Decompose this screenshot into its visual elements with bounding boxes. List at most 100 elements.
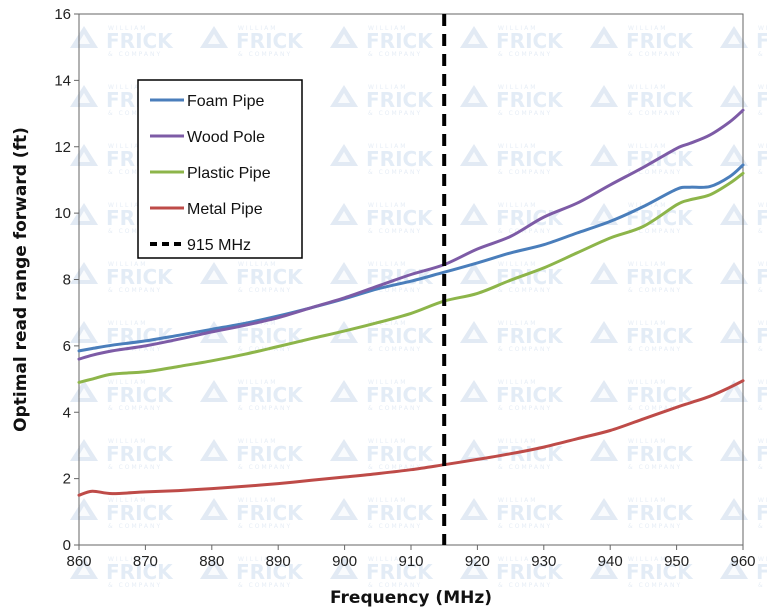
watermark-small-text: & COMPANY	[108, 228, 162, 235]
watermark-text: FRICK	[496, 383, 564, 407]
y-tick-label: 4	[63, 404, 71, 421]
watermark-logo-icon	[468, 565, 480, 575]
watermark-text: FRICK	[366, 324, 434, 348]
watermark-small-text: & COMPANY	[108, 110, 162, 117]
watermark-text: FRICK	[236, 29, 304, 53]
x-tick-label: 960	[730, 553, 755, 570]
watermark-logo-icon	[468, 506, 480, 516]
watermark-logo-icon	[208, 270, 220, 280]
watermark-small-text: WILLIAM	[498, 556, 537, 563]
series-line-metal-pipe	[77, 379, 745, 497]
watermark-logo-icon	[78, 329, 90, 339]
watermark-logo-icon	[598, 388, 610, 398]
watermark-small-text: & COMPANY	[498, 110, 552, 117]
series-line-foam-pipe	[77, 163, 745, 353]
watermark-logo-icon	[338, 93, 350, 103]
watermark-small-text: WILLIAM	[628, 320, 667, 327]
watermark-small-text: WILLIAM	[368, 556, 407, 563]
watermark-small-text: WILLIAM	[108, 379, 147, 386]
watermark-small-text: & COMPANY	[368, 51, 422, 58]
watermark-text: FRICK	[496, 560, 564, 584]
watermark-logo-icon	[208, 34, 220, 44]
watermark-small-text: & COMPANY	[368, 582, 422, 589]
watermark-small-text: & COMPANY	[498, 464, 552, 471]
watermark-small-text: WILLIAM	[108, 25, 147, 32]
watermark-logo-icon	[338, 388, 350, 398]
watermark-text: FRICK	[366, 501, 434, 525]
x-tick-label: 890	[266, 553, 291, 570]
watermark-small-text: & COMPANY	[628, 169, 682, 176]
watermark-logo-icon	[78, 506, 90, 516]
watermark-logo-icon	[728, 93, 740, 103]
watermark-small-text: WILLIAM	[758, 261, 767, 268]
x-tick-label: 880	[199, 553, 224, 570]
watermark-logo-icon	[338, 447, 350, 457]
watermark-text: FRICK	[236, 265, 304, 289]
watermark-small-text: WILLIAM	[368, 379, 407, 386]
watermark-small-text: WILLIAM	[498, 143, 537, 150]
legend-label: Plastic Pipe	[187, 165, 271, 182]
watermark-small-text: WILLIAM	[498, 438, 537, 445]
x-tick-label: 920	[465, 553, 490, 570]
watermark-small-text: & COMPANY	[498, 287, 552, 294]
watermark-small-text: & COMPANY	[108, 51, 162, 58]
watermark-logo-icon	[208, 388, 220, 398]
watermark-text: FRICK	[756, 560, 767, 584]
watermark-text: FRICK	[626, 442, 694, 466]
watermark-small-text: & COMPANY	[238, 51, 292, 58]
watermark-logo-icon	[208, 447, 220, 457]
watermark-logo-icon	[78, 34, 90, 44]
watermark-small-text: WILLIAM	[108, 497, 147, 504]
y-tick-label: 14	[54, 72, 71, 89]
watermark-text: FRICK	[106, 383, 174, 407]
watermark-logo-icon	[468, 152, 480, 162]
watermark-small-text: & COMPANY	[108, 169, 162, 176]
watermark-small-text: WILLIAM	[498, 497, 537, 504]
watermark-logo-icon	[598, 447, 610, 457]
watermark-small-text: WILLIAM	[758, 84, 767, 91]
watermark-small-text: WILLIAM	[498, 202, 537, 209]
watermark-small-text: WILLIAM	[238, 261, 277, 268]
watermark-logo-icon	[338, 506, 350, 516]
legend-label: Metal Pipe	[187, 201, 263, 218]
watermark-text: FRICK	[106, 265, 174, 289]
watermark-small-text: WILLIAM	[368, 438, 407, 445]
watermark-small-text: & COMPANY	[628, 110, 682, 117]
watermark-small-text: & COMPANY	[498, 523, 552, 530]
watermark-small-text: & COMPANY	[628, 346, 682, 353]
watermark-text: FRICK	[626, 501, 694, 525]
watermark-small-text: & COMPANY	[498, 582, 552, 589]
watermark-small-text: & COMPANY	[758, 228, 767, 235]
watermark-small-text: & COMPANY	[498, 405, 552, 412]
watermark-text: FRICK	[106, 29, 174, 53]
watermark-small-text: & COMPANY	[628, 582, 682, 589]
watermark-small-text: & COMPANY	[368, 523, 422, 530]
watermark-text: FRICK	[626, 383, 694, 407]
watermark-small-text: WILLIAM	[238, 438, 277, 445]
watermark-small-text: WILLIAM	[368, 261, 407, 268]
watermark-small-text: & COMPANY	[628, 464, 682, 471]
watermark-text: FRICK	[626, 560, 694, 584]
watermark-text: FRICK	[756, 206, 767, 230]
x-tick-label: 910	[398, 553, 423, 570]
watermark-small-text: & COMPANY	[108, 523, 162, 530]
watermark-small-text: WILLIAM	[108, 261, 147, 268]
watermark-small-text: & COMPANY	[368, 287, 422, 294]
y-tick-label: 6	[63, 338, 71, 355]
watermark-logo-icon	[598, 329, 610, 339]
watermark-logo-icon	[468, 270, 480, 280]
watermark-text: FRICK	[366, 29, 434, 53]
watermark-text: FRICK	[756, 442, 767, 466]
